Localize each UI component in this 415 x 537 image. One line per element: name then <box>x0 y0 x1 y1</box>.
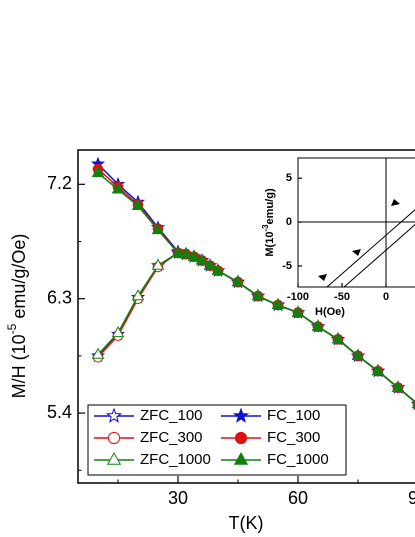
point <box>331 332 345 344</box>
x-tick-label: 30 <box>168 488 188 508</box>
point <box>171 245 185 258</box>
loop-arrow <box>318 274 327 281</box>
point <box>231 275 245 287</box>
series-line <box>343 224 415 287</box>
point <box>131 198 145 211</box>
y-axis-label: M/H (10-5 emu/g/Oe) <box>5 234 29 399</box>
point <box>111 182 125 194</box>
point <box>291 305 305 317</box>
y-label-rest: emu/g/Oe) <box>9 234 29 324</box>
inset-x-label: H(Oe) <box>315 306 345 318</box>
point <box>234 431 248 445</box>
legend-label: FC_100 <box>267 407 320 424</box>
inset-y-label-rest: emu/g) <box>264 188 276 224</box>
legend-label: FC_300 <box>267 429 320 446</box>
point <box>179 247 193 259</box>
point <box>105 407 123 423</box>
plot-area <box>298 158 415 287</box>
loop-arrow <box>391 199 400 206</box>
legend-label: FC_1000 <box>267 451 329 468</box>
point <box>271 298 285 310</box>
point <box>91 347 105 359</box>
y-tick-label: 6.3 <box>47 287 72 307</box>
point <box>251 289 265 301</box>
inset-y-label-sup: -3 <box>261 224 270 232</box>
axis-frame <box>77 149 415 484</box>
point <box>232 407 250 423</box>
loop-arrow <box>352 249 361 256</box>
legend-label: ZFC_300 <box>140 429 203 446</box>
point <box>131 289 145 301</box>
point <box>91 165 105 177</box>
y-label-main: M/H (10 <box>9 334 29 398</box>
inset-y-label-main: M(10 <box>264 232 276 257</box>
y-tick-label: 0 <box>286 216 292 228</box>
inset-y-label: M(10-3emu/g) <box>261 188 276 257</box>
x-tick-label: 0 <box>383 291 389 303</box>
y-label-sup: -5 <box>5 323 19 334</box>
point <box>371 364 385 376</box>
point <box>106 451 122 465</box>
x-tick-label: 60 <box>288 488 308 508</box>
series-line <box>326 209 415 287</box>
point <box>195 253 209 265</box>
point <box>351 348 365 361</box>
x-tick-label: 90 <box>408 488 415 508</box>
point <box>233 451 249 465</box>
point <box>203 258 217 270</box>
plot-area <box>90 156 415 411</box>
legend-label: ZFC_100 <box>140 407 203 424</box>
point <box>107 431 121 445</box>
y-tick-label: 5 <box>286 172 292 184</box>
y-tick-label: -5 <box>282 260 292 272</box>
point <box>151 258 165 270</box>
point <box>187 249 201 261</box>
y-tick-label: 7.2 <box>47 173 72 193</box>
point <box>391 380 405 392</box>
point <box>211 263 225 275</box>
point <box>151 223 165 235</box>
x-tick-label: -50 <box>334 291 350 303</box>
x-axis-label: T(K) <box>229 513 264 533</box>
x-tick-label: -100 <box>287 291 309 303</box>
point <box>111 326 125 338</box>
legend-label: ZFC_1000 <box>140 451 211 468</box>
y-tick-label: 5.4 <box>47 402 72 422</box>
point <box>311 319 325 331</box>
point <box>411 402 415 409</box>
